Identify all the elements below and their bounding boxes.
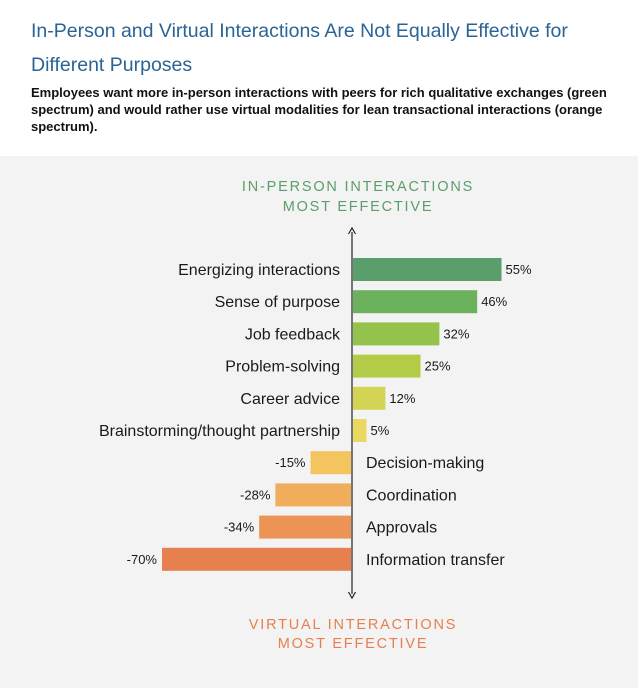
bottom-zone-label-line-1: VIRTUAL INTERACTIONS (249, 617, 457, 633)
top-zone-label-line-1: IN-PERSON INTERACTIONS (242, 179, 474, 195)
bar (353, 419, 367, 442)
bar (310, 451, 351, 475)
bar (353, 354, 421, 378)
bar (275, 483, 351, 507)
bar (353, 290, 478, 314)
bar (259, 515, 351, 539)
value-label: 46% (481, 294, 507, 309)
category-label: Problem-solving (225, 359, 340, 376)
value-label: 32% (443, 326, 469, 341)
chart-subtitle: Employees want more in-person interactio… (31, 85, 607, 134)
bar (353, 322, 440, 346)
value-label: 5% (371, 423, 390, 438)
category-label: Sense of purpose (215, 294, 341, 311)
axis-arrow-down-icon (347, 591, 357, 600)
category-label: Information transfer (366, 552, 505, 569)
value-label: -34% (224, 520, 255, 535)
value-label: 25% (425, 359, 451, 374)
chart-title: In-Person and Virtual Interactions Are N… (31, 20, 568, 76)
chart-panel: IN-PERSON INTERACTIONS MOST EFFECTIVE VI… (0, 156, 638, 688)
bar (353, 386, 386, 410)
value-label: -70% (127, 552, 158, 567)
top-zone-label-line-2: MOST EFFECTIVE (283, 199, 434, 215)
diverging-bar-chart: IN-PERSON INTERACTIONS MOST EFFECTIVE VI… (99, 179, 532, 652)
value-label: 12% (389, 391, 415, 406)
category-label: Brainstorming/thought partnership (99, 423, 340, 440)
value-label: -15% (275, 455, 306, 470)
bar (353, 258, 502, 281)
value-label: -28% (240, 487, 271, 502)
category-label: Career advice (240, 391, 340, 408)
category-label: Coordination (366, 487, 457, 504)
value-label: 55% (506, 262, 532, 277)
bar (162, 547, 351, 571)
category-label: Decision-making (366, 455, 484, 472)
axis-arrow-up-icon (347, 226, 357, 235)
category-label: Energizing interactions (178, 262, 340, 279)
category-label: Job feedback (245, 326, 341, 343)
bottom-zone-label-line-2: MOST EFFECTIVE (278, 636, 429, 652)
category-label: Approvals (366, 520, 437, 537)
